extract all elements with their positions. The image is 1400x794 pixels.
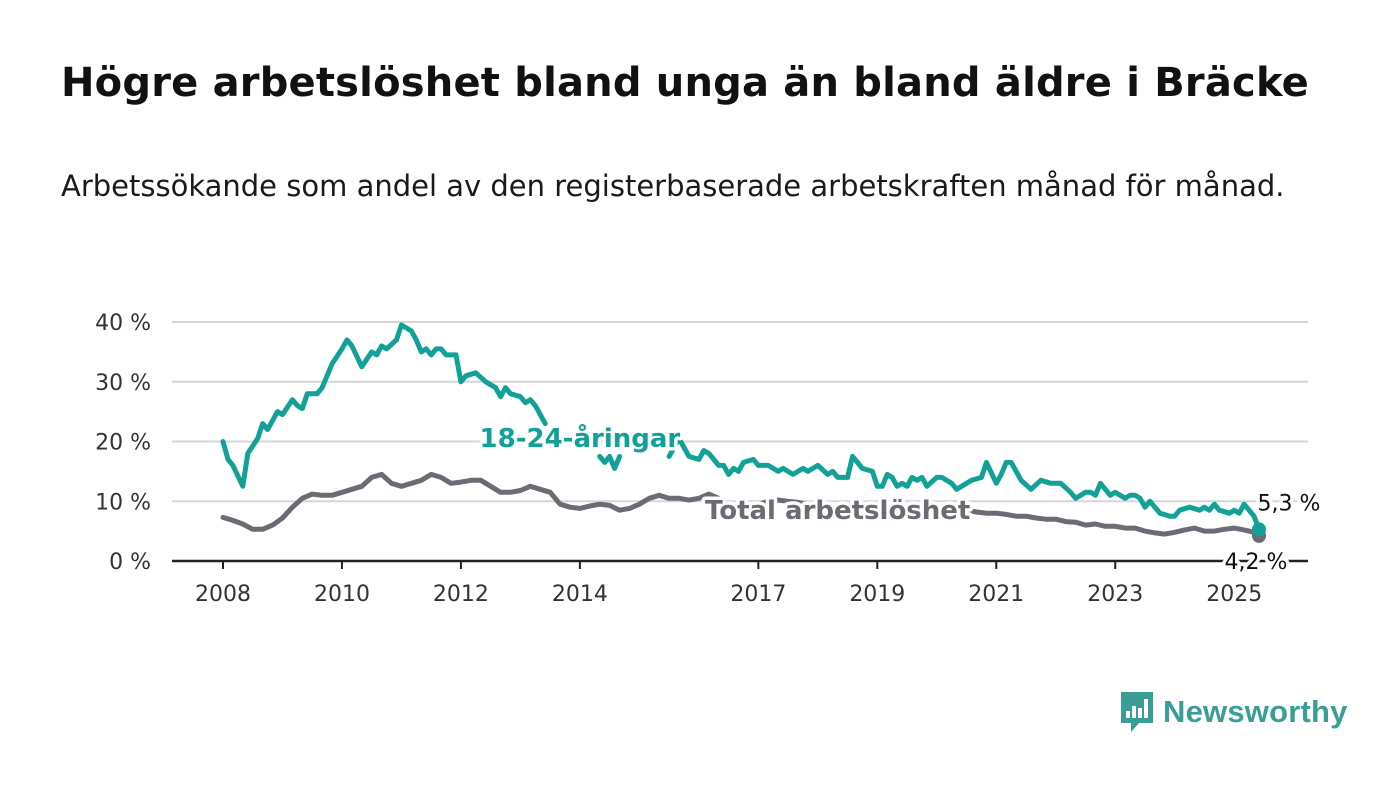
series-end-point	[1252, 522, 1266, 537]
chart-title: Högre arbetslöshet bland unga än bland ä…	[61, 60, 1310, 106]
brand-name: Newsworthy	[1163, 694, 1348, 729]
y-axis: 0 % 10 % 20 % 30 % 40 %	[95, 311, 151, 575]
label-halo: 5,3 %	[1258, 491, 1321, 516]
x-tick-label: 2012	[433, 582, 489, 607]
x-tick-label: 2010	[314, 582, 370, 607]
y-tick-label: 20 %	[95, 431, 151, 456]
series-line	[220, 471, 1262, 539]
x-tick-label: 2021	[968, 582, 1024, 607]
x-tick-label: 2019	[849, 582, 905, 607]
x-tick-label: 2017	[730, 582, 786, 607]
label-halo: Total arbetslöshet	[705, 496, 970, 526]
label-halo: 4,2 %	[1225, 550, 1288, 575]
series-label: 4,2 %	[1225, 550, 1288, 575]
y-tick-label: 0 %	[109, 550, 151, 575]
x-tick-label: 2023	[1087, 582, 1143, 607]
x-tick-label: 2025	[1206, 582, 1262, 607]
y-tick-label: 30 %	[95, 371, 151, 396]
series-label: 18-24-åringar	[480, 422, 681, 454]
grid-lines	[172, 321, 1308, 563]
series-line	[220, 322, 1262, 532]
x-tick-label: 2014	[552, 582, 608, 607]
newsworthy-logo-icon	[1121, 692, 1153, 732]
series-lines	[220, 322, 1266, 543]
y-tick-label: 10 %	[95, 490, 151, 515]
series-label: 5,3 %	[1258, 491, 1321, 516]
series-label: Total arbetslöshet	[705, 496, 970, 526]
chart-subtitle: Arbetssökande som andel av den registerb…	[61, 169, 1285, 203]
y-tick-label: 40 %	[95, 311, 151, 336]
label-halo: 18-24-åringar	[480, 422, 681, 454]
x-tick-label: 2008	[195, 582, 251, 607]
newsworthy-brand: Newsworthy	[1119, 690, 1348, 734]
x-axis: 2008 2010 2012 2014 2017 2019 2021 2023 2025	[195, 561, 1262, 607]
